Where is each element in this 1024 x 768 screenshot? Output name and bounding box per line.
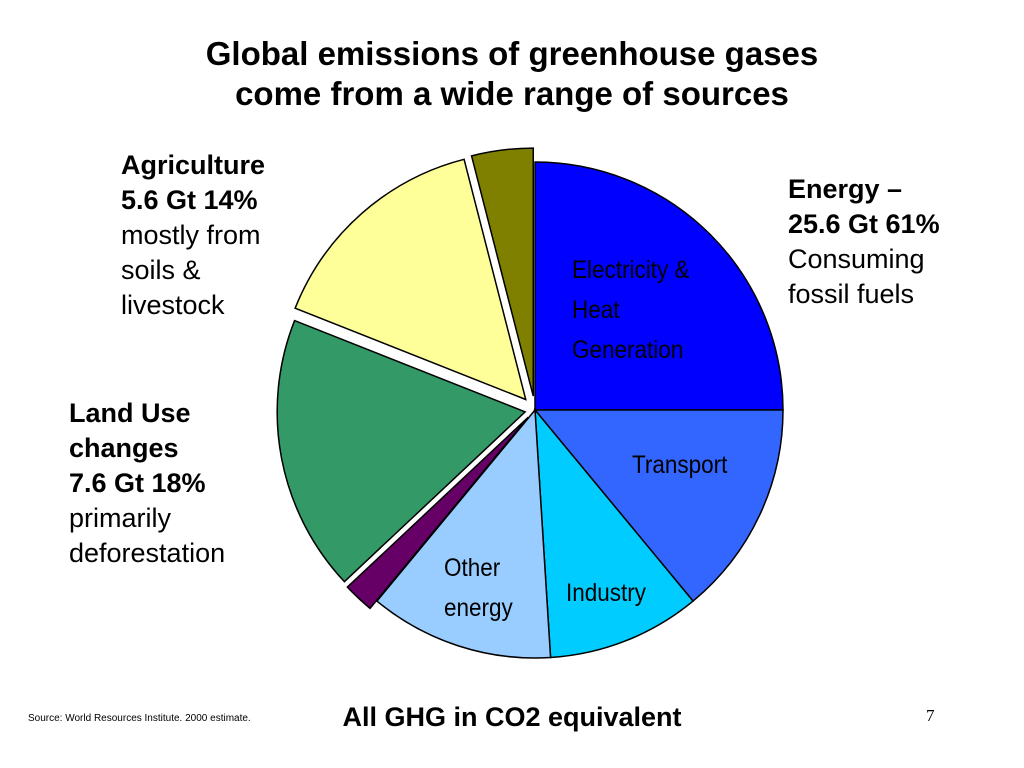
energy-heading: Energy – (788, 174, 903, 204)
agriculture-desc-2: soils & (121, 255, 201, 285)
land-use-heading: Land Use (69, 398, 191, 428)
slice-label-2: Industry (566, 579, 646, 607)
pie-slice-6 (294, 158, 527, 401)
pie-slice-1 (533, 409, 784, 603)
pie-slice-7 (470, 147, 534, 397)
energy-desc-2: fossil fuels (788, 279, 915, 309)
source-note: Source: World Resources Institute. 2000 … (28, 713, 251, 724)
energy-desc-1: Consuming (788, 244, 925, 274)
title-line-1: Global emissions of greenhouse gases (205, 35, 819, 72)
land-use-desc-1: primarily (69, 503, 172, 533)
title-line-2: come from a wide range of sources (235, 75, 789, 112)
pie-slice-4 (346, 416, 529, 610)
energy-value: 25.6 Gt 61% (788, 209, 940, 239)
slice-label-1: Transport (632, 451, 728, 479)
agriculture-heading: Agriculture (121, 150, 266, 180)
land-use-desc-2: deforestation (69, 538, 226, 568)
land-use-heading-2: changes (69, 433, 179, 463)
agriculture-value: 5.6 Gt 14% (121, 185, 258, 215)
pie-slice-0 (534, 161, 784, 411)
agriculture-callout: Agriculture 5.6 Gt 14% mostly from soils… (121, 148, 265, 323)
chart-subtitle: All GHG in CO2 equivalent (342, 702, 682, 732)
agriculture-desc-1: mostly from (121, 220, 261, 250)
land-use-callout: Land Use changes 7.6 Gt 18% primarily de… (69, 396, 225, 571)
pie-slice-3 (375, 408, 552, 659)
page-number: 7 (926, 706, 935, 725)
pie-slice-5 (276, 319, 527, 583)
agriculture-desc-3: livestock (121, 290, 225, 320)
slide-title: Global emissions of greenhouse gases com… (0, 34, 1024, 114)
energy-callout: Energy – 25.6 Gt 61% Consuming fossil fu… (788, 172, 940, 312)
pie-slice-2 (534, 407, 695, 659)
slice-label-3: Other energy (444, 554, 513, 622)
slice-label-0: Electricity & Heat Generation (572, 256, 690, 364)
land-use-value: 7.6 Gt 18% (69, 468, 206, 498)
